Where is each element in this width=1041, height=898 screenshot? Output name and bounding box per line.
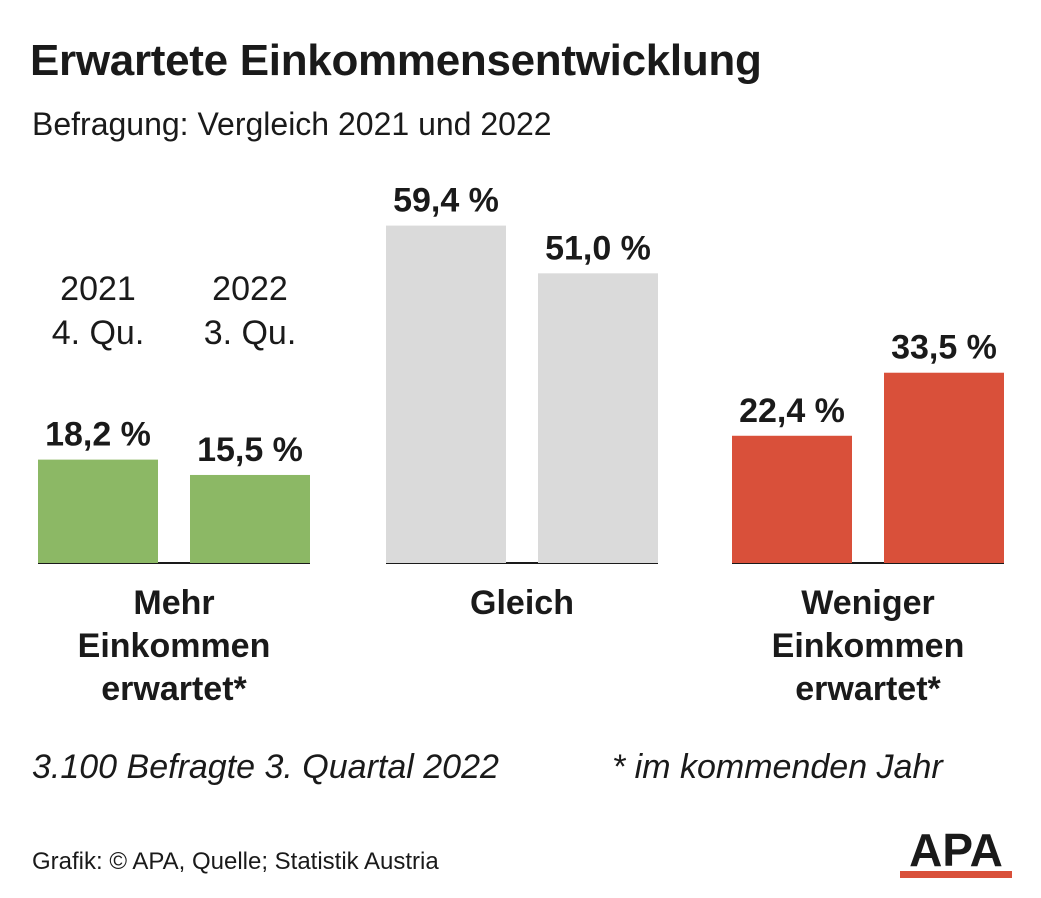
bar-2-0 bbox=[732, 435, 852, 563]
value-label-1-0: 59,4 % bbox=[393, 182, 499, 220]
logo-text: APA bbox=[909, 826, 1003, 876]
category-label-0-0: Mehr bbox=[133, 584, 214, 622]
bar-0-0 bbox=[38, 459, 158, 563]
bar-0-1 bbox=[190, 474, 310, 563]
value-label-2-1: 33,5 % bbox=[891, 329, 997, 367]
value-label-0-0: 18,2 % bbox=[45, 416, 151, 454]
category-label-2-2: erwartet* bbox=[795, 670, 941, 708]
value-label-1-1: 51,0 % bbox=[545, 229, 651, 267]
apa-logo: APA bbox=[900, 826, 1012, 878]
survey-note: 3.100 Befragte 3. Quartal 2022 bbox=[32, 748, 499, 786]
series-label-1-0: 2022 bbox=[212, 270, 288, 308]
series-label-1-1: 3. Qu. bbox=[204, 314, 297, 352]
value-label-2-0: 22,4 % bbox=[739, 392, 845, 430]
category-label-2-0: Weniger bbox=[801, 584, 935, 622]
bar-1-1 bbox=[538, 273, 658, 563]
category-label-0-2: erwartet* bbox=[101, 670, 247, 708]
value-label-0-1: 15,5 % bbox=[197, 431, 303, 469]
series-label-0-0: 2021 bbox=[60, 270, 136, 308]
chart-subtitle: Befragung: Vergleich 2021 und 2022 bbox=[32, 106, 552, 142]
asterisk-note: * im kommenden Jahr bbox=[612, 748, 943, 786]
bar-2-1 bbox=[884, 372, 1004, 563]
category-label-2-1: Einkommen bbox=[772, 627, 965, 665]
category-label-0-1: Einkommen bbox=[78, 627, 271, 665]
bar-chart: 18,2 % 15,5 % Mehr Einkommen erwartet* 59,4 %… bbox=[38, 182, 1004, 708]
source-credit: Grafik: © APA, Quelle; Statistik Austria bbox=[32, 848, 439, 875]
series-label-0-1: 4. Qu. bbox=[52, 314, 145, 352]
category-label-1-0: Gleich bbox=[470, 584, 574, 622]
chart-title: Erwartete Einkommensentwicklung bbox=[30, 36, 762, 85]
bar-1-0 bbox=[386, 225, 506, 563]
